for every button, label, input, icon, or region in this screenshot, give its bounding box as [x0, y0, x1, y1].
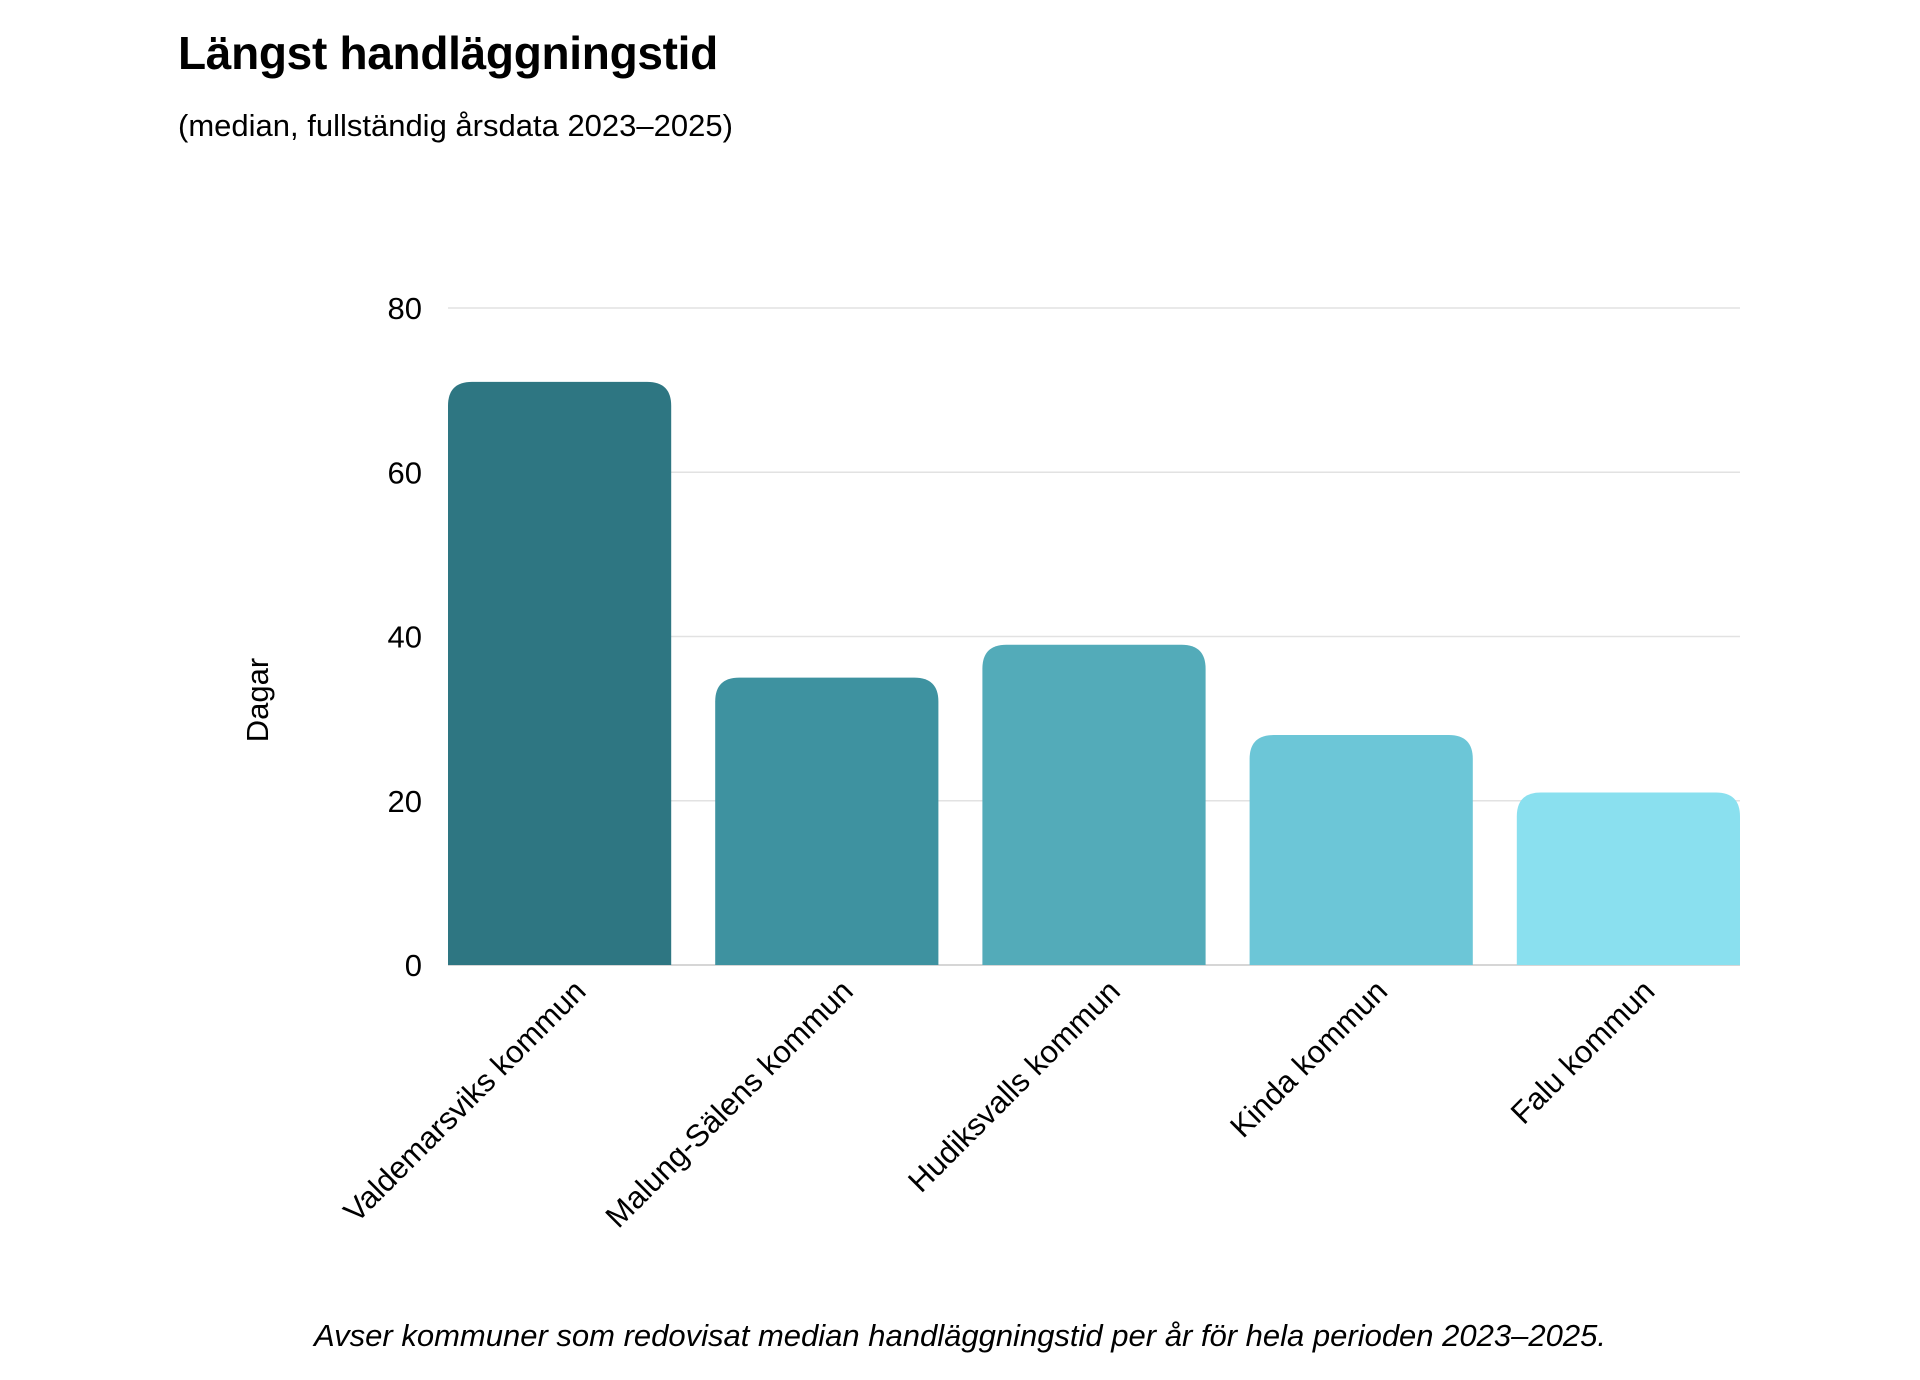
- chart-subtitle: (median, fullständig årsdata 2023–2025): [178, 108, 733, 143]
- x-tick-label: Falu kommun: [1504, 973, 1662, 1131]
- chart-title: Längst handläggningstid: [178, 27, 718, 79]
- bar-5: [1516, 792, 1740, 965]
- x-axis-ticks: Valdemarsviks kommun Malung-Sälens kommun…: [337, 973, 1662, 1234]
- y-tick-label: 40: [388, 620, 422, 655]
- y-tick-label: 20: [388, 784, 422, 819]
- bar-1: [448, 381, 672, 966]
- y-tick-label: 60: [388, 455, 422, 490]
- x-tick-label: Valdemarsviks kommun: [337, 973, 593, 1229]
- x-tick-label: Malung-Sälens kommun: [599, 973, 860, 1234]
- y-tick-label: 80: [388, 291, 422, 326]
- bars: [448, 381, 1740, 966]
- chart-footnote: Avser kommuner som redovisat median hand…: [314, 1318, 1606, 1353]
- y-tick-label: 0: [405, 948, 422, 983]
- bar-4: [1249, 735, 1473, 965]
- y-axis-ticks: 0 20 40 60 80: [388, 291, 422, 983]
- y-axis-label: Dagar: [240, 658, 275, 742]
- bar-3: [982, 644, 1206, 965]
- x-tick-label: Kinda kommun: [1223, 973, 1394, 1144]
- x-tick-label: Hudiksvalls kommun: [901, 973, 1127, 1199]
- bar-2: [715, 677, 939, 965]
